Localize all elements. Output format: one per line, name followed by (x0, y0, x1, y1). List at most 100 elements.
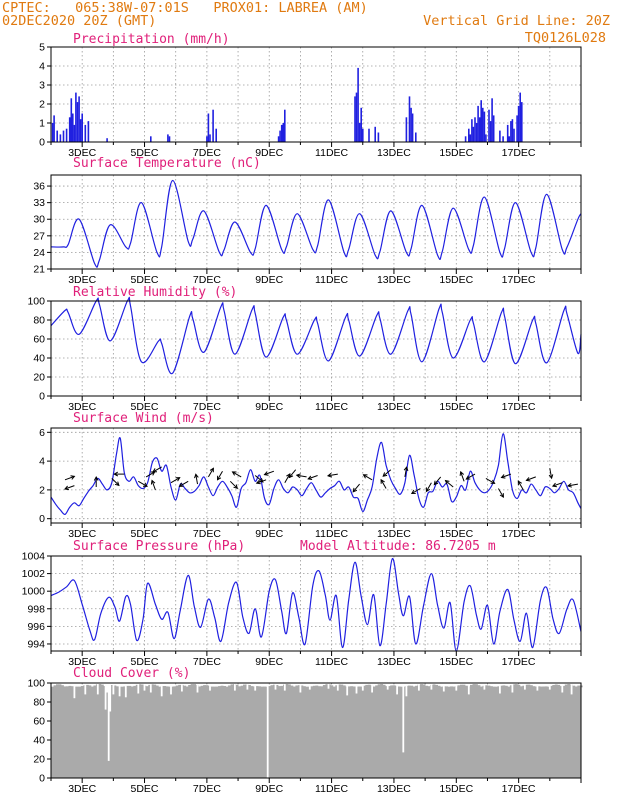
wind-arrow (284, 473, 291, 483)
wind-arrow-head (216, 475, 222, 481)
humidity-xtick-label: 17DEC (502, 401, 536, 413)
wind-arrow-shaft (207, 468, 214, 478)
cloud-frame (50, 682, 582, 779)
precip-bar (410, 107, 412, 142)
precip-bar (475, 123, 478, 142)
cloud-bar (495, 686, 498, 688)
cloud-bar (360, 686, 364, 688)
wind-xtick-label: 9DEC (255, 528, 283, 540)
wind-arrow-shaft (264, 470, 275, 476)
precip-bar (206, 136, 208, 142)
wind-arrow (216, 470, 223, 481)
cloud-dip (346, 682, 349, 696)
wind-xtick-label: 17DEC (502, 528, 536, 540)
pressure-xtick-label: 3DEC (68, 656, 96, 668)
pressure-xtick-label: 7DEC (193, 656, 221, 668)
cloud-ytick-label: 40 (33, 735, 45, 747)
precip-bar (209, 134, 211, 142)
humidity-xtick-label: 3DEC (68, 401, 96, 413)
precip-bar (56, 130, 58, 142)
wind-arrow-head (209, 467, 214, 473)
cloud-xtick-label: 5DEC (130, 783, 158, 795)
cloud-bar (165, 686, 169, 688)
wind-arrow-head (142, 482, 148, 487)
cloud-bar (574, 686, 578, 688)
cloud-bar (532, 686, 536, 688)
precip-bar (415, 132, 417, 142)
wind-arrow-shaft (380, 479, 387, 489)
precip-bar (488, 109, 490, 142)
wind-arrow-shaft (284, 473, 291, 483)
wind-arrow-head (231, 471, 237, 476)
wind-ytick-label: 2 (39, 484, 45, 496)
cloud-dip (254, 682, 257, 691)
cloud-bar (557, 684, 561, 688)
wind-arrow-shaft (382, 469, 392, 477)
cloud-bar (228, 685, 231, 688)
cloud-bar (158, 686, 162, 688)
cloud-bar (300, 685, 304, 688)
wind-arrow-head (307, 475, 313, 480)
cloud-ytick-label: 20 (33, 754, 45, 766)
cloud-dip (274, 682, 277, 690)
cloud-bar (475, 684, 478, 688)
cloud-bar (357, 686, 361, 688)
cloud-bar (280, 685, 284, 688)
cloud-bar (115, 686, 119, 688)
humidity-title: Relative Humidity (%) (73, 285, 237, 300)
cloud-bar (347, 686, 351, 688)
cloud-bar (514, 684, 518, 688)
wind-xtick-label: 7DEC (193, 528, 221, 540)
cloud-bar (61, 685, 64, 688)
cloud-bar (502, 685, 506, 688)
cloud-bar (148, 684, 152, 688)
cloud-bar (88, 685, 92, 688)
cloud-bar (173, 686, 177, 688)
cloud-bar (435, 684, 438, 688)
cloud-bar (527, 684, 531, 688)
cloud-ytick-label: 60 (33, 716, 45, 728)
humidity-ytick-label: 80 (33, 315, 45, 327)
cloud-dip (299, 682, 302, 693)
cloud-bar (230, 684, 234, 688)
cloud-bar (420, 684, 423, 688)
wind-arrow (382, 469, 392, 477)
wind-arrow (178, 480, 189, 487)
cloud-bar (58, 684, 62, 688)
wind-arrow (307, 475, 318, 480)
precip-bar (106, 138, 108, 142)
precip-bar (499, 130, 501, 142)
precip-bar (150, 136, 152, 142)
cloud-dip (109, 682, 112, 712)
wind-arrow-shaft (195, 474, 198, 485)
humidity-ytick-label: 20 (33, 372, 45, 384)
cloud-dip (371, 682, 373, 693)
wind-arrow-shaft (460, 471, 465, 482)
wind-arrow (517, 480, 524, 491)
wind-arrow (500, 473, 512, 479)
precip-ytick-label: 2 (39, 99, 45, 111)
cloud-bar (78, 686, 82, 688)
precip-bar (51, 123, 54, 142)
cloud-bar (332, 686, 336, 688)
cloud-bar (85, 684, 89, 688)
cloud-bar (315, 685, 319, 688)
temp-ytick-label: 24 (33, 247, 45, 259)
wind-arrow (485, 477, 496, 484)
precip-bar (469, 134, 472, 142)
wind-arrow (433, 476, 442, 486)
temp-ytick-label: 36 (33, 181, 45, 193)
cloud-dip (361, 682, 364, 691)
cloud-bar (260, 686, 264, 688)
cloud-bar (572, 685, 576, 688)
cloud-bar (362, 685, 366, 688)
cloud-bar (320, 686, 324, 688)
wind-arrow-shaft (151, 480, 156, 491)
cloud-bar (240, 685, 244, 688)
cloud-bar (312, 685, 316, 688)
cloud-bar (450, 686, 453, 688)
wind-arrow-head (499, 493, 504, 499)
cloud-bar (485, 685, 488, 688)
cloud-dip (483, 682, 486, 690)
wind-arrow (254, 475, 264, 483)
